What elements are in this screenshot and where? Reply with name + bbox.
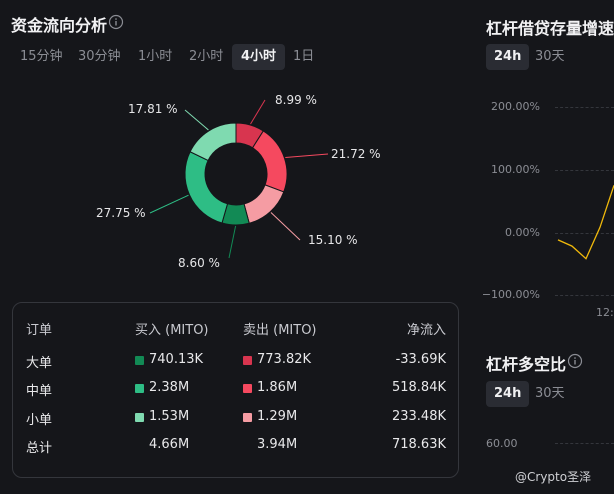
buy-small-swatch [135, 413, 144, 422]
header-order: 订单 [26, 323, 53, 338]
donut-leader-line [270, 212, 301, 241]
sell-small-value: 1.29M [257, 409, 298, 424]
info-icon[interactable] [108, 14, 124, 30]
slice-label-4: 27.75 % [96, 206, 146, 220]
growth-series-line [557, 185, 614, 260]
net-large-value: -33.69K [395, 352, 446, 367]
y-tick-100: 100.00% [491, 163, 540, 176]
net-medium-value: 518.84K [391, 380, 446, 395]
row-name-small: 小单 [26, 413, 53, 428]
header-sell: 卖出 (MITO) [243, 323, 317, 338]
grid-line [555, 233, 614, 234]
buy-total-value: 4.66M [149, 437, 190, 452]
sell-medium-swatch [243, 384, 252, 393]
donut-leader-line [184, 109, 209, 131]
donut-leader-line [250, 99, 266, 125]
leverage-growth-line-chart [557, 185, 614, 260]
buy-large-value: 740.13K [149, 352, 204, 367]
tab-15min[interactable]: 15分钟 [20, 49, 63, 64]
sell-medium-value: 1.86M [257, 380, 298, 395]
long-short-tab-24h[interactable]: 24h [486, 381, 530, 407]
slice-label-1: 21.72 % [331, 147, 381, 161]
grid-line [555, 170, 614, 171]
donut-slice [184, 151, 229, 224]
row-name-medium: 中单 [26, 384, 53, 399]
slice-label-2: 15.10 % [308, 233, 358, 247]
buy-large-swatch [135, 356, 144, 365]
tab-30min[interactable]: 30分钟 [78, 49, 121, 64]
info-icon[interactable] [567, 353, 583, 369]
row-name-large: 大单 [26, 356, 53, 371]
donut-leader-line [149, 194, 189, 214]
buy-small-value: 1.53M [149, 409, 190, 424]
sell-large-value: 773.82K [257, 352, 312, 367]
grid-line [555, 295, 614, 296]
y-tick-0: 0.00% [505, 226, 540, 239]
donut-slice [251, 130, 288, 193]
header-net: 净流入 [406, 323, 446, 338]
leverage-growth-tab-30d[interactable]: 30天 [535, 49, 565, 64]
x-tick: 12:0 [596, 306, 614, 319]
order-flow-table: 订单 买入 (MITO) 卖出 (MITO) 净流入 大单 740.13K 77… [12, 302, 459, 478]
fund-flow-title: 资金流向分析 [11, 16, 108, 35]
tab-1h[interactable]: 1小时 [138, 49, 173, 64]
sell-large-swatch [243, 356, 252, 365]
tab-1d[interactable]: 1日 [293, 49, 315, 64]
donut-slice [189, 122, 237, 162]
tab-4h[interactable]: 4小时 [232, 44, 286, 70]
sell-total-value: 3.94M [257, 437, 298, 452]
long-short-tab-30d[interactable]: 30天 [535, 386, 565, 401]
row-name-total: 总计 [26, 441, 53, 456]
y-tick-neg100: −100.00% [481, 288, 540, 301]
donut-slice [243, 184, 285, 224]
net-small-value: 233.48K [391, 409, 446, 424]
slice-label-0: 8.99 % [275, 93, 317, 107]
slice-label-5: 17.81 % [128, 102, 178, 116]
buy-medium-swatch [135, 384, 144, 393]
sell-small-swatch [243, 413, 252, 422]
tab-2h[interactable]: 2小时 [189, 49, 224, 64]
grid-line [555, 107, 614, 108]
net-total-value: 718.63K [391, 437, 446, 452]
donut-leader-line [228, 225, 237, 259]
long-short-title: 杠杆多空比 [486, 355, 567, 374]
y-tick-200: 200.00% [491, 100, 540, 113]
header-buy: 买入 (MITO) [135, 323, 209, 338]
buy-medium-value: 2.38M [149, 380, 190, 395]
watermark: @Crypto圣泽 [515, 470, 592, 484]
fund-flow-donut-chart [149, 99, 329, 259]
leverage-growth-tab-24h[interactable]: 24h [486, 44, 530, 70]
leverage-growth-title: 杠杆借贷存量增速 [486, 19, 614, 38]
y-tick-60: 60.00 [486, 437, 518, 450]
grid-line [555, 443, 614, 444]
donut-leader-line [285, 153, 329, 158]
slice-label-3: 8.60 % [178, 256, 220, 270]
